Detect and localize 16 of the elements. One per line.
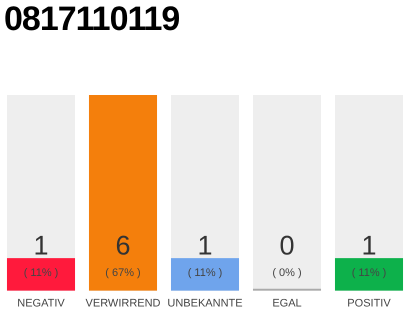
data-label: 0 <box>279 230 295 260</box>
data-label: 1 <box>197 230 213 260</box>
x-tick-label: VERWIRREND <box>86 297 161 310</box>
chart-title: 0817110119 <box>4 0 180 39</box>
x-tick-label: UNBEKANNTE <box>167 297 243 310</box>
x-tick-label: EGAL <box>272 297 302 310</box>
annotation: ( 11% ) <box>24 266 58 279</box>
annotation: ( 0% ) <box>272 266 302 279</box>
data-label: 1 <box>33 230 49 260</box>
x-tick-label: POSITIV <box>347 297 392 310</box>
x-tick-label: NEGATIV <box>17 297 66 310</box>
data-label: 1 <box>361 230 377 260</box>
annotation: ( 11% ) <box>352 266 386 279</box>
data-label: 6 <box>115 230 131 260</box>
annotation: ( 67% ) <box>105 266 141 279</box>
annotation: ( 11% ) <box>188 266 222 279</box>
